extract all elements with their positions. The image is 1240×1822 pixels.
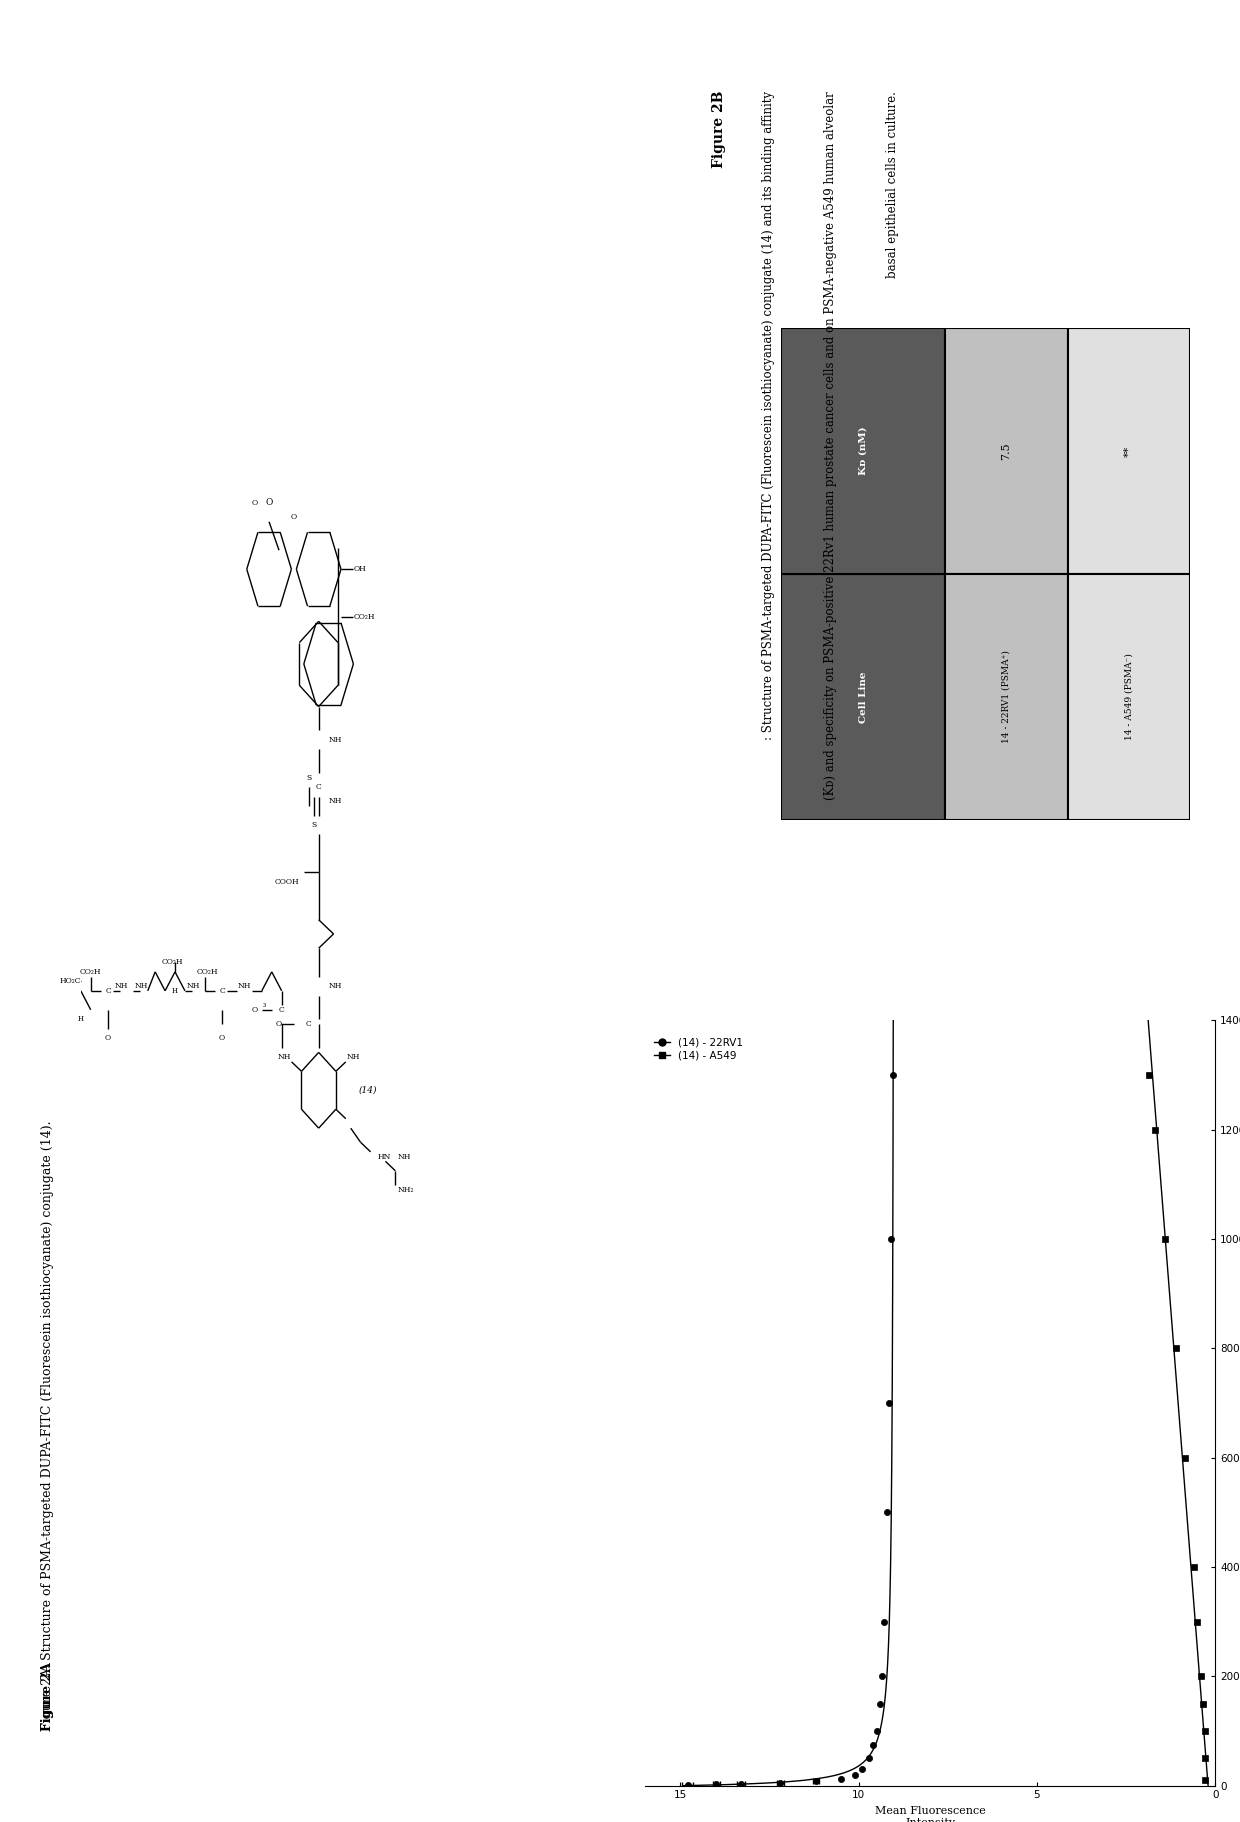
Point	[872, 1662, 892, 1691]
Text: NH: NH	[134, 982, 148, 989]
Point	[707, 1769, 727, 1798]
Point	[870, 1689, 890, 1718]
Text: NH: NH	[346, 1053, 360, 1060]
Text: CO₂H: CO₂H	[196, 967, 218, 977]
Point	[732, 1769, 751, 1798]
Point	[863, 1731, 883, 1760]
Text: O: O	[252, 499, 257, 507]
Text: Figure 2B: Figure 2B	[712, 91, 727, 168]
Point	[1188, 1607, 1208, 1636]
Point	[1166, 1334, 1185, 1363]
X-axis label: Mean Fluorescence
Intensity: Mean Fluorescence Intensity	[874, 1806, 986, 1822]
Text: COOH: COOH	[274, 878, 299, 885]
Point	[878, 1498, 898, 1527]
Text: O: O	[219, 1035, 226, 1042]
Text: Kᴅ (nM): Kᴅ (nM)	[858, 426, 868, 476]
Text: HN: HN	[378, 1153, 392, 1161]
Text: H: H	[171, 988, 177, 995]
Text: NH: NH	[238, 982, 252, 989]
Text: NH: NH	[186, 982, 200, 989]
Text: (Kᴅ) and specificity on PSMA-positive 22Rv1 human prostate cancer cells and on P: (Kᴅ) and specificity on PSMA-positive 22…	[825, 91, 837, 800]
Text: Figure 2A: Figure 2A	[41, 1662, 53, 1731]
Text: NH: NH	[398, 1153, 412, 1161]
Text: 14 - 22RV1 (PSMA⁺): 14 - 22RV1 (PSMA⁺)	[1002, 650, 1011, 743]
Point	[874, 1607, 894, 1636]
Point	[1176, 1443, 1195, 1472]
Text: O: O	[252, 1006, 258, 1013]
Bar	[1068, 574, 1190, 820]
Text: 14 - A549 (PSMA⁻): 14 - A549 (PSMA⁻)	[1125, 654, 1133, 740]
Text: O: O	[291, 514, 296, 521]
Bar	[945, 328, 1068, 574]
Text: S: S	[311, 822, 316, 829]
Text: O: O	[105, 1035, 112, 1042]
Text: O: O	[265, 499, 273, 507]
Text: ₃: ₃	[263, 1000, 265, 1009]
Point	[880, 1224, 900, 1254]
Text: : Structure of PSMA-targeted DUPA-FITC (Fluorescein isothiocyanate) conjugate (1: : Structure of PSMA-targeted DUPA-FITC (…	[763, 91, 775, 740]
Legend: (14) - 22RV1, (14) - A549: (14) - 22RV1, (14) - A549	[650, 1033, 748, 1064]
Point	[1194, 1766, 1214, 1795]
Point	[859, 1744, 879, 1773]
Text: **: **	[1123, 445, 1135, 457]
Point	[1190, 1662, 1210, 1691]
Point	[1193, 1689, 1213, 1718]
Point	[770, 1767, 790, 1796]
Text: CO₂H: CO₂H	[79, 967, 102, 977]
Text: O: O	[277, 1020, 281, 1028]
Point	[1194, 1716, 1214, 1745]
Point	[846, 1760, 866, 1789]
Text: (14): (14)	[358, 1086, 377, 1095]
Text: C: C	[306, 1020, 311, 1028]
Bar	[1068, 328, 1190, 574]
Bar	[781, 328, 945, 574]
Text: Figure 2A: Structure of PSMA-targeted DUPA-FITC (Fluorescein isothiocyanate) con: Figure 2A: Structure of PSMA-targeted DU…	[41, 1121, 53, 1731]
Point	[806, 1767, 826, 1796]
Text: basal epithelial cells in culture.: basal epithelial cells in culture.	[887, 91, 899, 279]
Point	[883, 1060, 903, 1090]
Point	[1145, 1115, 1164, 1144]
Text: OH: OH	[353, 565, 366, 574]
Text: CO₂H: CO₂H	[161, 958, 184, 966]
Text: NH: NH	[329, 982, 342, 989]
Text: C: C	[105, 988, 110, 995]
Text: Cell Line: Cell Line	[858, 670, 868, 723]
Text: C: C	[219, 988, 224, 995]
Point	[1184, 1552, 1204, 1581]
Text: NH: NH	[329, 736, 342, 743]
Point	[879, 1388, 899, 1418]
Bar	[945, 574, 1068, 820]
Point	[867, 1716, 887, 1745]
Text: CO₂H: CO₂H	[353, 612, 374, 621]
Text: HO₂C: HO₂C	[60, 977, 81, 986]
Point	[1194, 1744, 1214, 1773]
Point	[852, 1755, 872, 1784]
Point	[1156, 1224, 1176, 1254]
Point	[677, 1771, 697, 1800]
Text: NH₂: NH₂	[398, 1186, 414, 1193]
Text: H: H	[78, 1015, 84, 1024]
Text: C: C	[279, 1006, 284, 1013]
Text: C: C	[316, 783, 321, 791]
Text: NH: NH	[114, 982, 128, 989]
Text: S: S	[306, 774, 311, 782]
Text: NH: NH	[278, 1053, 291, 1060]
Bar	[781, 574, 945, 820]
Text: 7.5: 7.5	[1001, 443, 1012, 459]
Point	[831, 1764, 851, 1793]
Text: NH: NH	[329, 798, 342, 805]
Point	[1140, 1060, 1159, 1090]
